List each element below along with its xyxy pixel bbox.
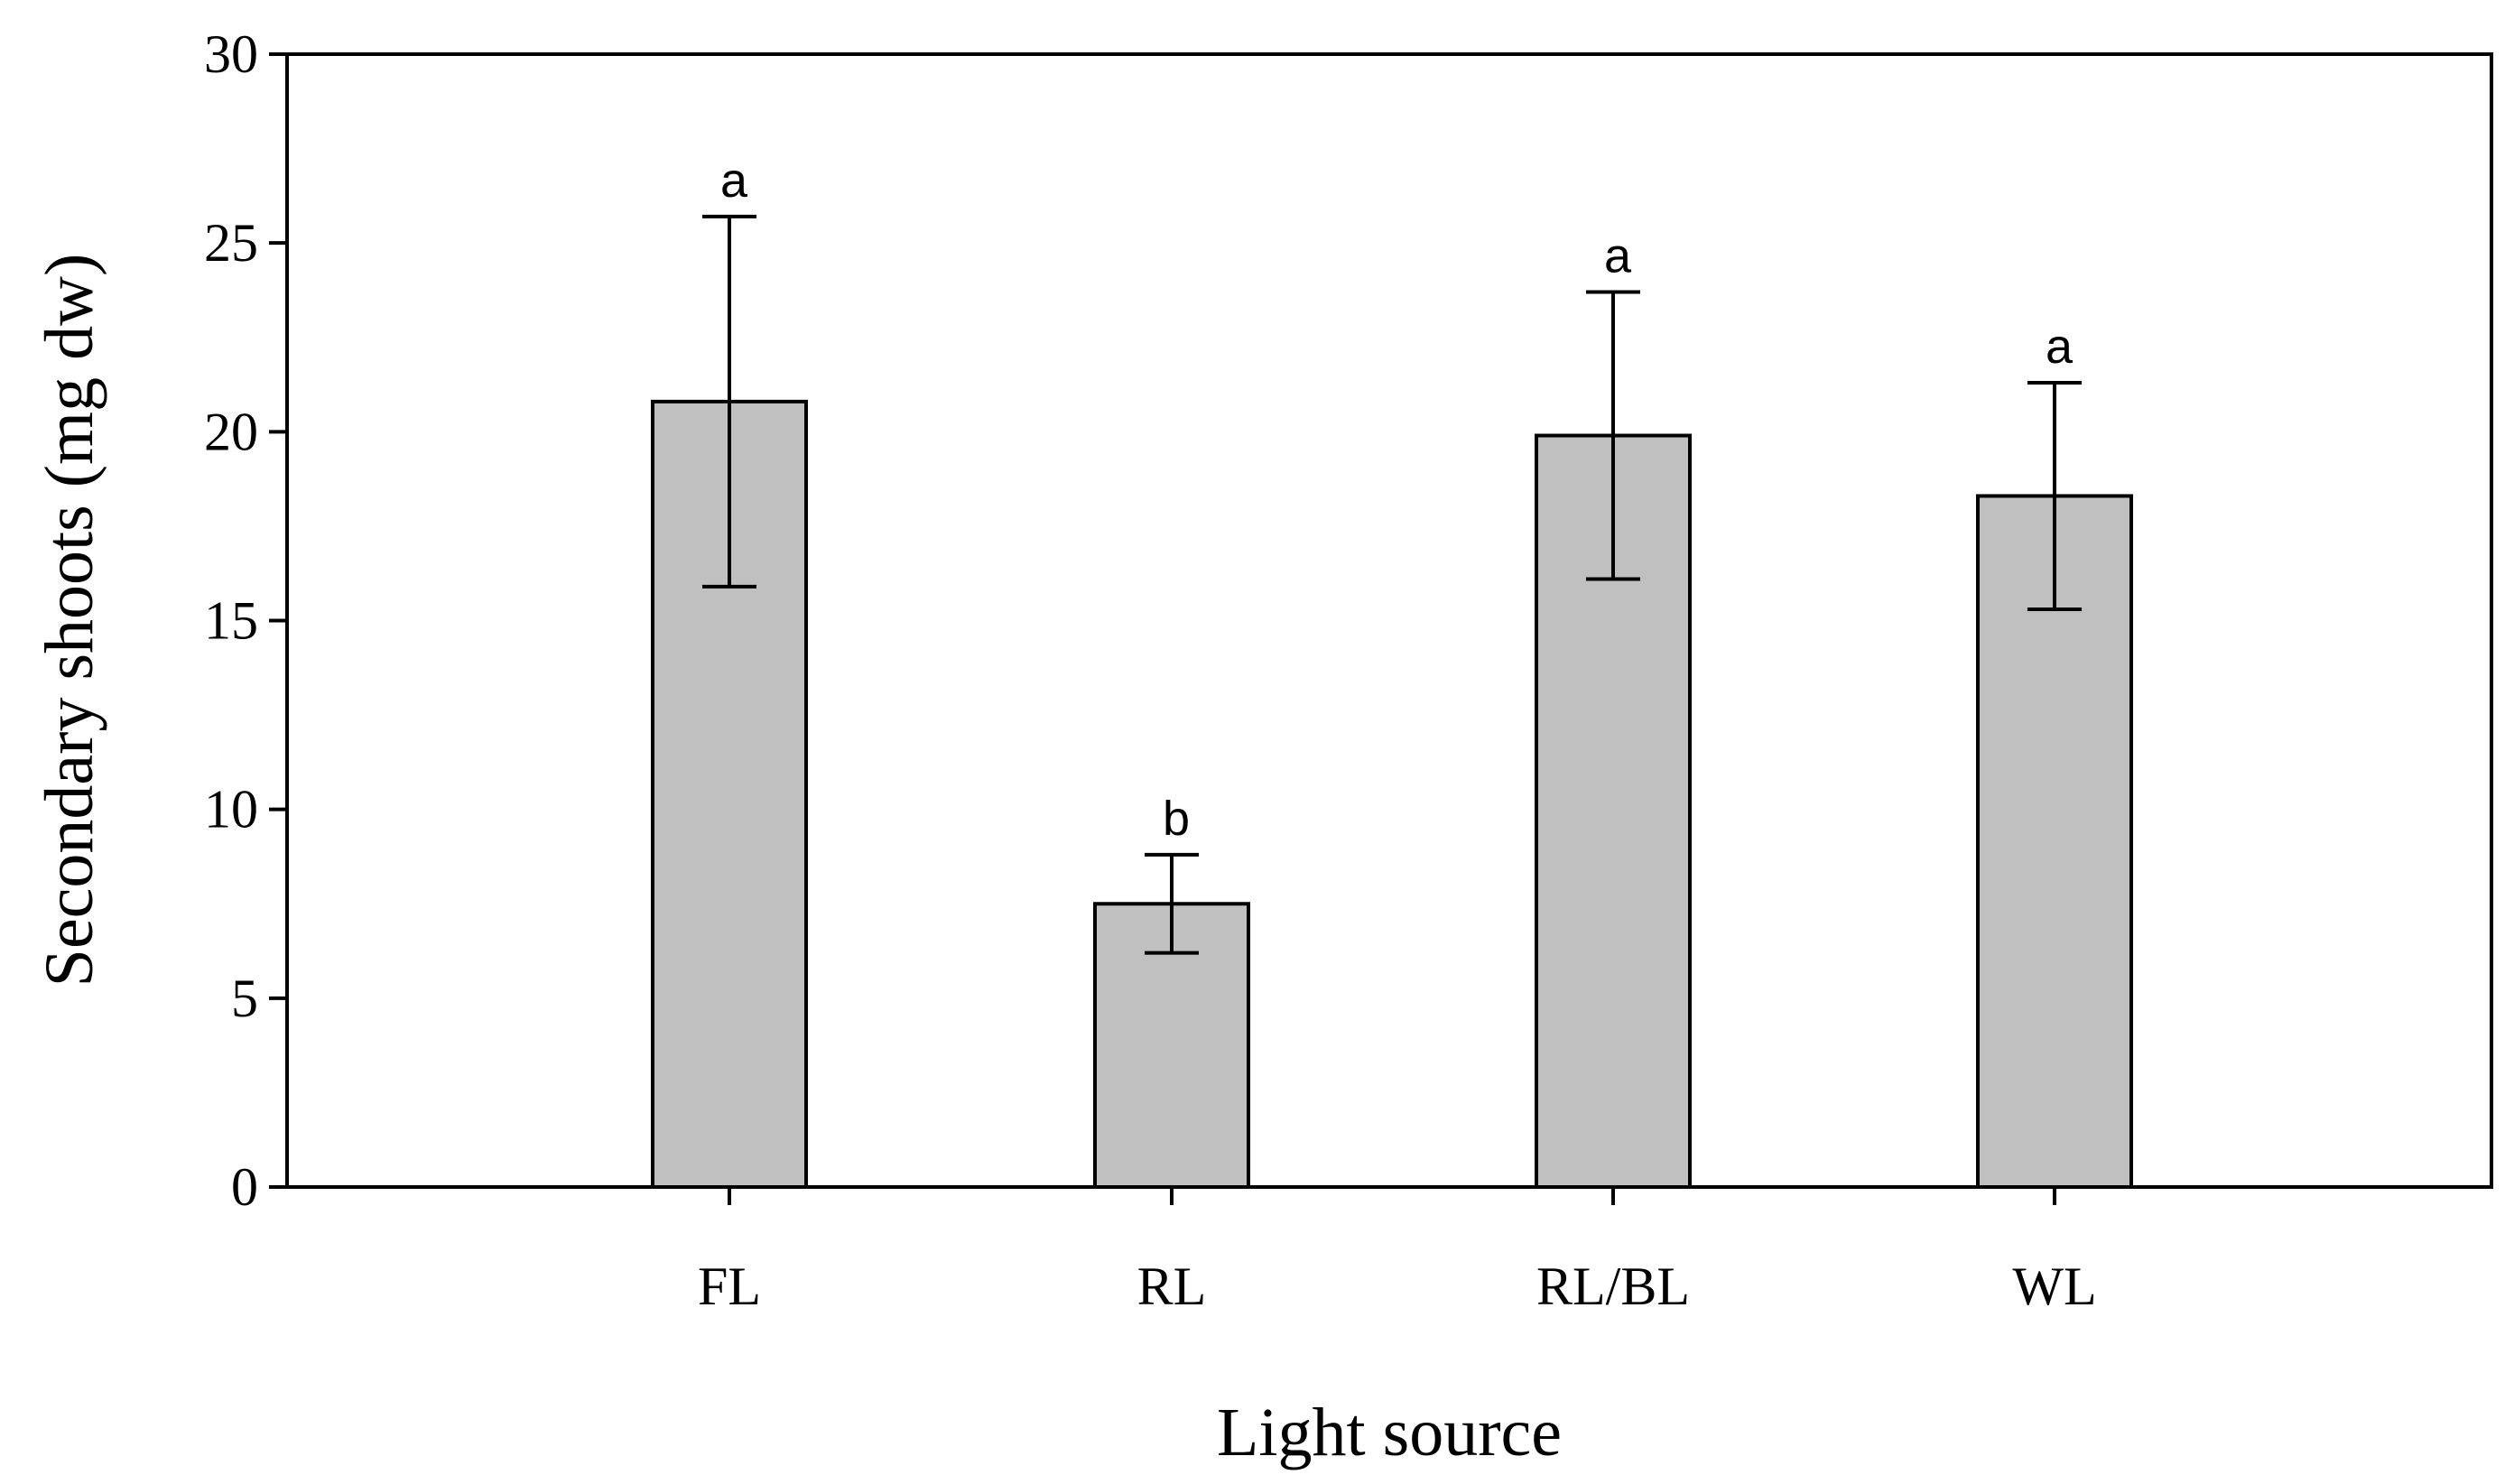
significance-label: a	[720, 153, 748, 208]
significance-label: a	[2046, 320, 2074, 374]
y-tick-label: 20	[204, 402, 258, 461]
y-tick-label: 15	[204, 591, 258, 651]
y-tick-label: 0	[231, 1157, 258, 1217]
x-tick-label: RL/BL	[1536, 1257, 1690, 1316]
y-axis: 0 5 10 15 20 25 30	[204, 24, 287, 1217]
x-tick-label: WL	[2012, 1257, 2096, 1316]
plot-frame	[285, 52, 2493, 1189]
bar-series: a b a a	[651, 153, 2133, 1190]
y-tick-label: 25	[204, 213, 258, 273]
y-tick-label: 30	[204, 24, 258, 84]
y-tick-label: 5	[231, 969, 258, 1028]
x-tick-label: RL	[1137, 1257, 1207, 1316]
x-axis: FL RL RL/BL WL	[698, 1187, 2097, 1316]
x-axis-title: Light source	[1217, 1395, 1562, 1470]
significance-label: b	[1163, 792, 1190, 846]
x-tick-label: FL	[698, 1257, 761, 1316]
y-tick-label: 10	[204, 780, 258, 839]
y-axis-title: Secondary shoots (mg dw)	[32, 254, 107, 988]
bar-wl	[1976, 494, 2133, 1189]
significance-label: a	[1604, 229, 1632, 283]
